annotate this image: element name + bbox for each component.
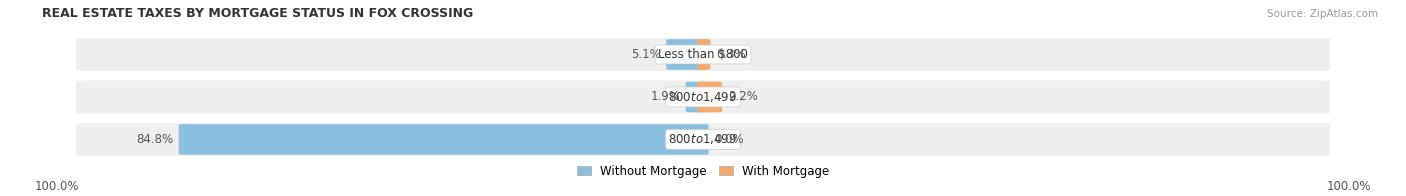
Text: 100.0%: 100.0% [1326, 180, 1371, 193]
FancyBboxPatch shape [666, 39, 709, 70]
FancyBboxPatch shape [697, 82, 723, 112]
Text: 0.3%: 0.3% [716, 48, 745, 61]
Legend: Without Mortgage, With Mortgage: Without Mortgage, With Mortgage [572, 160, 834, 182]
FancyBboxPatch shape [76, 38, 1330, 71]
Text: $800 to $1,499: $800 to $1,499 [668, 90, 738, 104]
FancyBboxPatch shape [76, 123, 1330, 156]
Text: Less than $800: Less than $800 [658, 48, 748, 61]
Text: 84.8%: 84.8% [136, 133, 173, 146]
Text: Source: ZipAtlas.com: Source: ZipAtlas.com [1267, 9, 1378, 19]
Text: 100.0%: 100.0% [35, 180, 80, 193]
FancyBboxPatch shape [76, 81, 1330, 113]
Text: 2.2%: 2.2% [728, 91, 758, 103]
FancyBboxPatch shape [179, 124, 709, 155]
Text: REAL ESTATE TAXES BY MORTGAGE STATUS IN FOX CROSSING: REAL ESTATE TAXES BY MORTGAGE STATUS IN … [42, 7, 474, 20]
Text: $800 to $1,499: $800 to $1,499 [668, 132, 738, 146]
FancyBboxPatch shape [697, 39, 710, 70]
FancyBboxPatch shape [686, 82, 709, 112]
Text: 5.1%: 5.1% [631, 48, 661, 61]
Text: 1.9%: 1.9% [650, 91, 681, 103]
Text: 0.0%: 0.0% [714, 133, 744, 146]
